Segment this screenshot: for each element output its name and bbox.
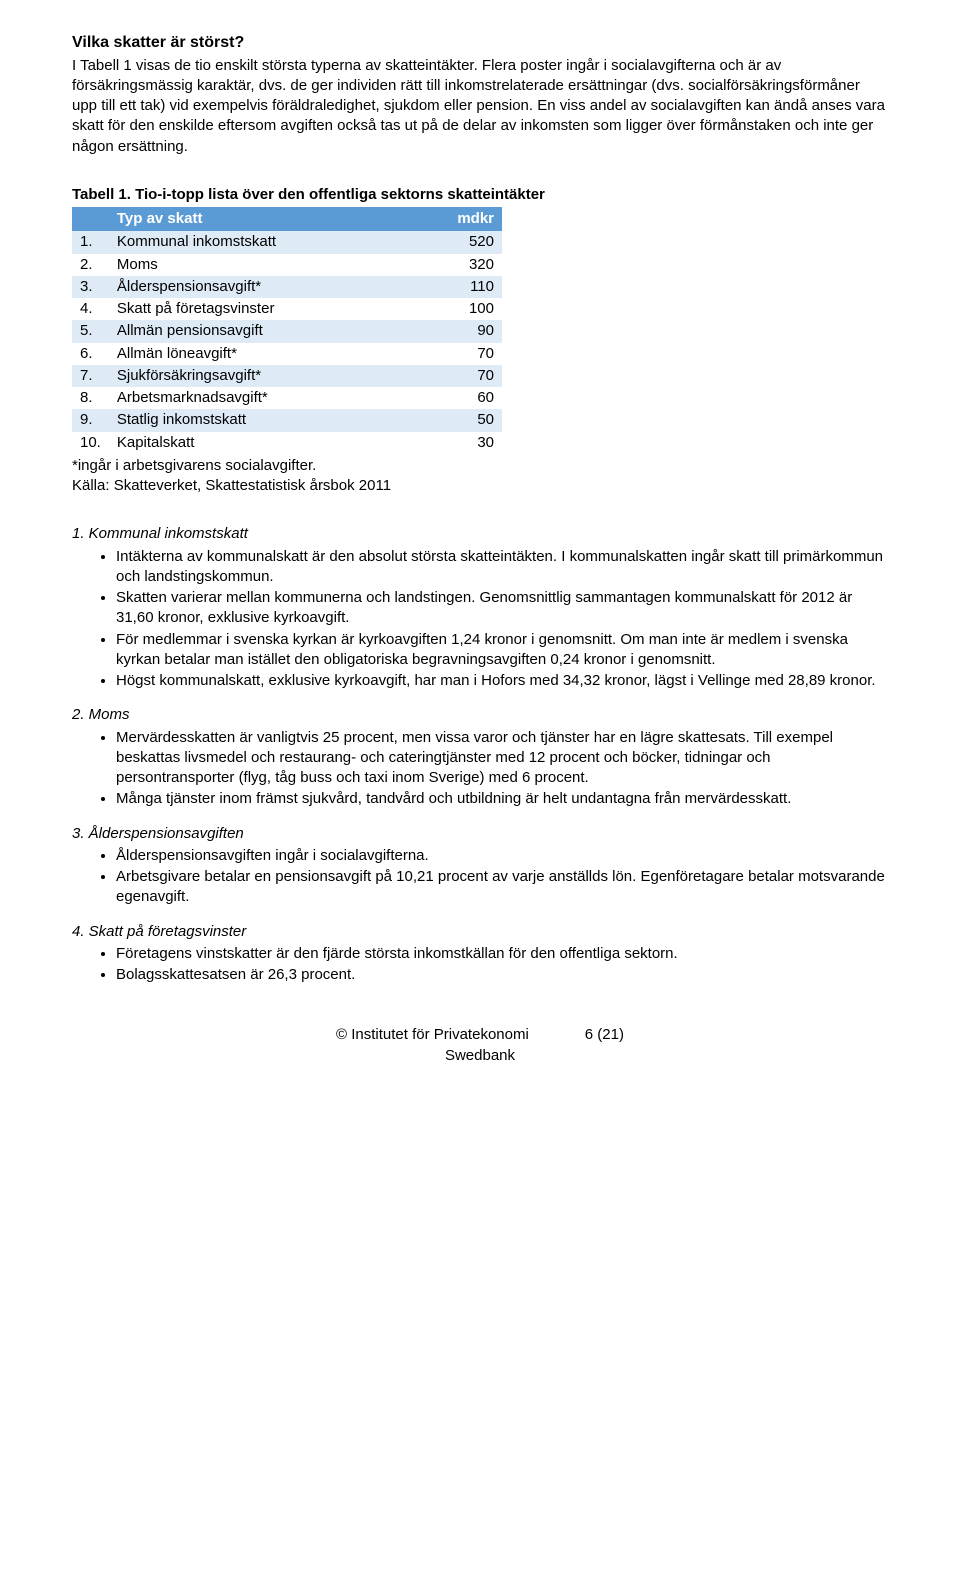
cell-value: 30 <box>442 432 502 454</box>
cell-rank: 10. <box>72 432 109 454</box>
cell-label: Arbetsmarknadsavgift* <box>109 387 442 409</box>
table-caption: Tabell 1. Tio-i-topp lista över den offe… <box>72 185 888 205</box>
list-item: Högst kommunalskatt, exklusive kyrkoavgi… <box>116 671 888 691</box>
cell-value: 90 <box>442 320 502 342</box>
table-row: 3.Ålderspensionsavgift*110 <box>72 276 502 298</box>
section-title: Vilka skatter är störst? <box>72 32 888 54</box>
cell-label: Statlig inkomstskatt <box>109 409 442 431</box>
cell-label: Allmän pensionsavgift <box>109 320 442 342</box>
item-heading: 1. Kommunal inkomstskatt <box>72 524 888 544</box>
cell-rank: 1. <box>72 231 109 253</box>
cell-label: Moms <box>109 254 442 276</box>
table-row: 8.Arbetsmarknadsavgift*60 <box>72 387 502 409</box>
cell-label: Skatt på företagsvinster <box>109 298 442 320</box>
table-row: 7.Sjukförsäkringsavgift*70 <box>72 365 502 387</box>
cell-value: 50 <box>442 409 502 431</box>
table-header-row: Typ av skattmdkr <box>72 207 502 231</box>
bullet-list: Intäkterna av kommunalskatt är den absol… <box>72 547 888 692</box>
cell-label: Kapitalskatt <box>109 432 442 454</box>
cell-label: Allmän löneavgift* <box>109 343 442 365</box>
list-item: Företagens vinstskatter är den fjärde st… <box>116 944 888 964</box>
cell-value: 70 <box>442 343 502 365</box>
table-row: 5.Allmän pensionsavgift90 <box>72 320 502 342</box>
item-heading: 4. Skatt på företagsvinster <box>72 922 888 942</box>
table-body: 1.Kommunal inkomstskatt5202.Moms3203.Åld… <box>72 231 502 454</box>
table-row: 10.Kapitalskatt30 <box>72 432 502 454</box>
list-item: Arbetsgivare betalar en pensionsavgift p… <box>116 867 888 908</box>
table-row: 9.Statlig inkomstskatt50 <box>72 409 502 431</box>
list-item: Ålderspensionsavgiften ingår i socialavg… <box>116 846 888 866</box>
table-row: 2.Moms320 <box>72 254 502 276</box>
tax-table: Typ av skattmdkr 1.Kommunal inkomstskatt… <box>72 207 502 454</box>
col-header-value: mdkr <box>442 207 502 231</box>
col-header-type: Typ av skatt <box>109 207 442 231</box>
cell-rank: 7. <box>72 365 109 387</box>
table-row: 6.Allmän löneavgift*70 <box>72 343 502 365</box>
cell-rank: 8. <box>72 387 109 409</box>
list-item: Bolagsskattesatsen är 26,3 procent. <box>116 965 888 985</box>
cell-value: 110 <box>442 276 502 298</box>
footer-page-number: 6 (21) <box>585 1025 624 1045</box>
cell-label: Kommunal inkomstskatt <box>109 231 442 253</box>
cell-value: 100 <box>442 298 502 320</box>
bullet-list: Ålderspensionsavgiften ingår i socialavg… <box>72 846 888 908</box>
cell-rank: 4. <box>72 298 109 320</box>
list-item: Intäkterna av kommunalskatt är den absol… <box>116 547 888 588</box>
footer-copyright: © Institutet för Privatekonomi <box>336 1025 529 1045</box>
items-container: 1. Kommunal inkomstskatt Intäkterna av ko… <box>72 524 888 985</box>
item-heading: 2. Moms <box>72 705 888 725</box>
cell-label: Ålderspensionsavgift* <box>109 276 442 298</box>
list-item: För medlemmar i svenska kyrkan är kyrkoa… <box>116 630 888 671</box>
bullet-list: Företagens vinstskatter är den fjärde st… <box>72 944 888 986</box>
cell-value: 520 <box>442 231 502 253</box>
bullet-list: Mervärdesskatten är vanligtvis 25 procen… <box>72 728 888 810</box>
cell-label: Sjukförsäkringsavgift* <box>109 365 442 387</box>
cell-value: 60 <box>442 387 502 409</box>
cell-value: 320 <box>442 254 502 276</box>
cell-rank: 6. <box>72 343 109 365</box>
page-footer: © Institutet för Privatekonomi 6 (21) Sw… <box>72 1025 888 1066</box>
cell-value: 70 <box>442 365 502 387</box>
table-row: 1.Kommunal inkomstskatt520 <box>72 231 502 253</box>
intro-paragraph: I Tabell 1 visas de tio enskilt största … <box>72 56 888 157</box>
cell-rank: 3. <box>72 276 109 298</box>
footer-org: Swedbank <box>72 1046 888 1066</box>
table-footnote: *ingår i arbetsgivarens socialavgifter. … <box>72 456 888 497</box>
cell-rank: 9. <box>72 409 109 431</box>
footnote-line: Källa: Skatteverket, Skattestatistisk år… <box>72 476 888 496</box>
footnote-line: *ingår i arbetsgivarens socialavgifter. <box>72 456 888 476</box>
list-item: Många tjänster inom främst sjukvård, tan… <box>116 789 888 809</box>
list-item: Mervärdesskatten är vanligtvis 25 procen… <box>116 728 888 789</box>
item-heading: 3. Ålderspensionsavgiften <box>72 824 888 844</box>
list-item: Skatten varierar mellan kommunerna och l… <box>116 588 888 629</box>
table-row: 4.Skatt på företagsvinster100 <box>72 298 502 320</box>
cell-rank: 5. <box>72 320 109 342</box>
cell-rank: 2. <box>72 254 109 276</box>
col-header-rank <box>72 207 109 231</box>
